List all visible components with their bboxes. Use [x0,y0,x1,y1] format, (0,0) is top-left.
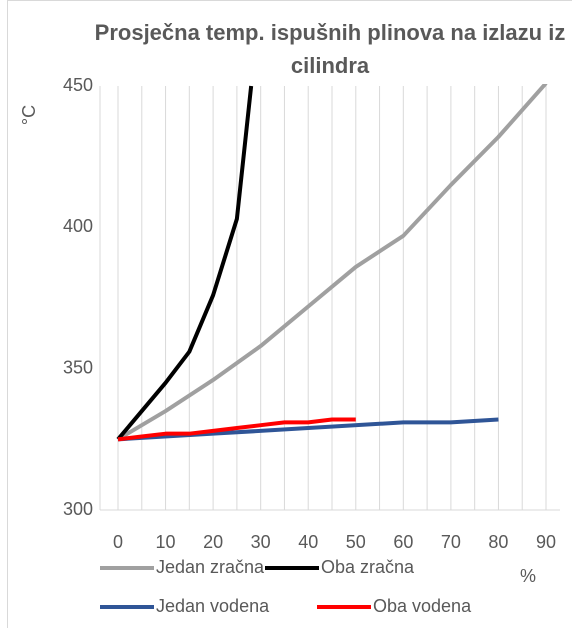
x-tick-label: 90 [536,532,556,552]
legend-label: Jedan zračna [156,557,265,577]
x-tick-label: 30 [251,532,271,552]
x-tick-label: 60 [393,532,413,552]
x-tick-label: 70 [441,532,461,552]
y-tick-label: 400 [63,216,93,236]
x-tick-label: 50 [346,532,366,552]
legend-label: Oba zračna [321,557,415,577]
x-tick-label: 80 [488,532,508,552]
x-tick-label: 40 [298,532,318,552]
x-axis-label: % [520,566,536,586]
series-line [117,417,356,442]
chart-title: Prosječna temp. ispušnih plinova na izla… [94,20,566,78]
y-tick-label: 300 [63,499,93,519]
y-axis-label: °C [19,105,39,125]
series-line [116,85,254,441]
y-tick-label: 450 [63,75,93,95]
legend-label: Oba vodena [373,596,472,616]
frame [7,0,572,628]
legend-label: Jedan vodena [156,596,270,616]
x-tick-label: 20 [203,532,223,552]
series-line [116,84,548,442]
x-tick-label: 10 [156,532,176,552]
x-tick-label: 0 [113,532,123,552]
y-tick-label: 350 [63,357,93,377]
